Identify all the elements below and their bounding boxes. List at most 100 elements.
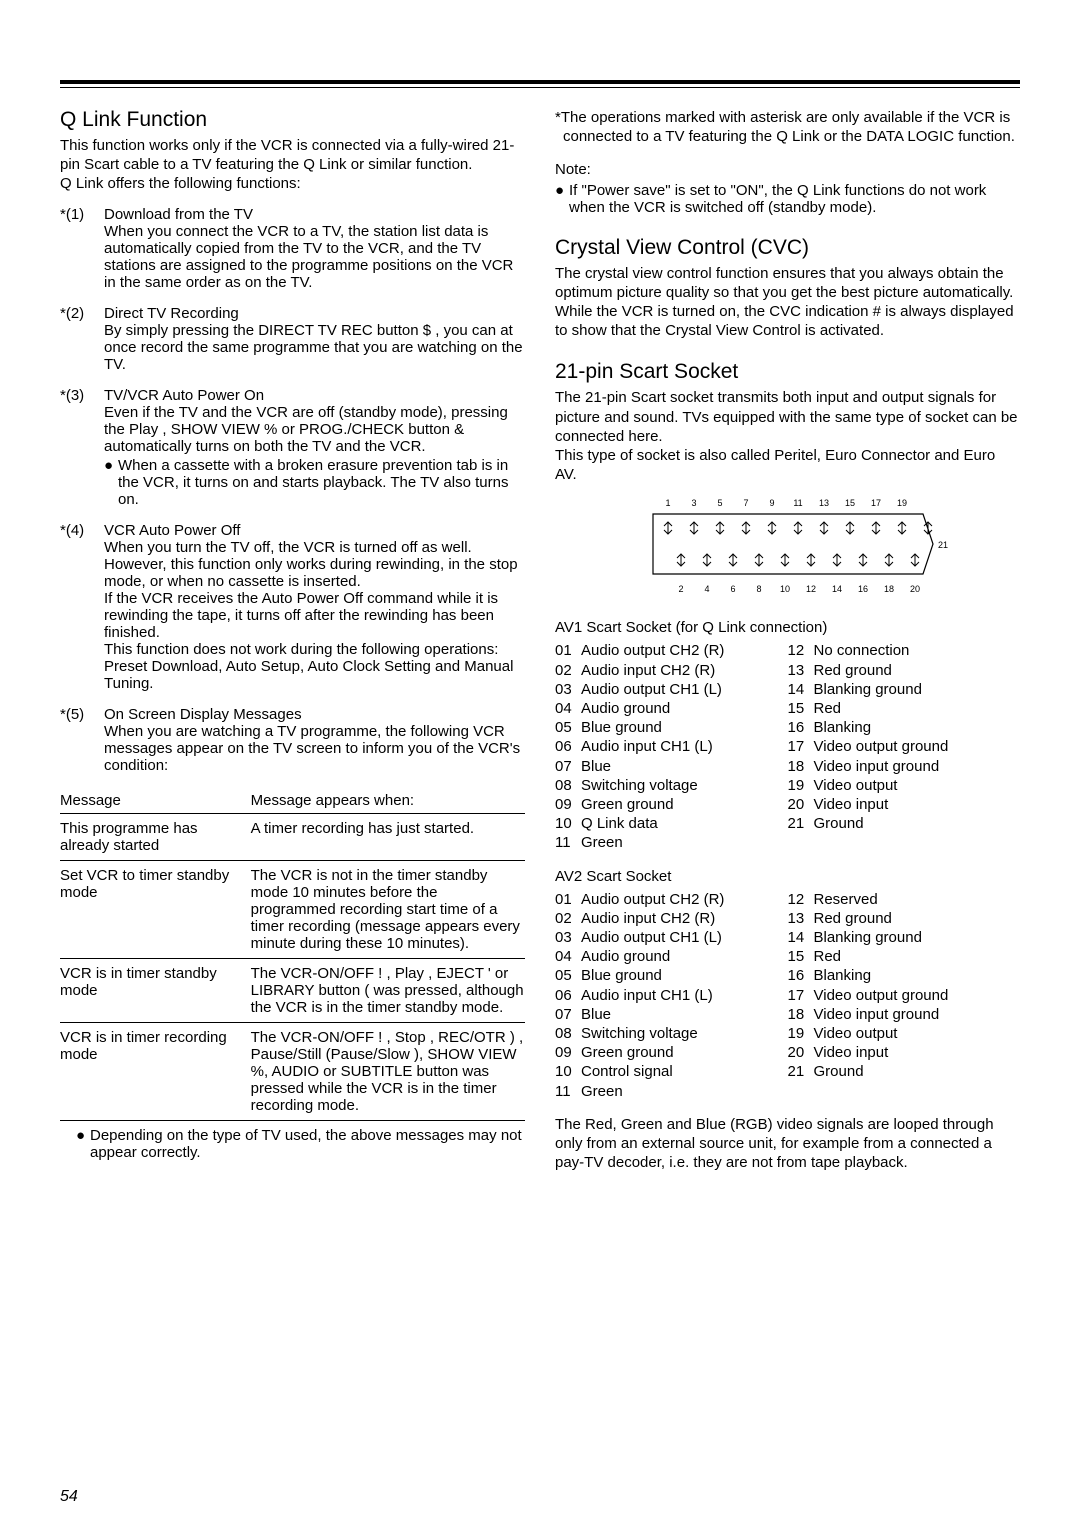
item-num: *(2) <box>60 305 104 373</box>
svg-text:8: 8 <box>756 584 761 594</box>
item-body: Direct TV Recording By simply pressing t… <box>104 305 525 373</box>
pin-row: 13Red ground <box>788 661 1021 680</box>
item-title: Direct TV Recording <box>104 305 525 322</box>
pin-row: 17Video output ground <box>788 986 1021 1005</box>
item-title: On Screen Display Messages <box>104 706 525 723</box>
note-label: Note: <box>555 160 1020 179</box>
pin-label: Audio input CH1 (L) <box>581 737 713 756</box>
pin-num: 01 <box>555 641 581 660</box>
pin-row: 03Audio output CH1 (L) <box>555 928 788 947</box>
msg-table-row: This programme has already started A tim… <box>60 814 525 861</box>
pin-label: Blanking ground <box>814 928 922 947</box>
pin-row: 15Red <box>788 699 1021 718</box>
msg-cell: VCR is in timer standby mode <box>60 965 251 1016</box>
pin-num: 06 <box>555 737 581 756</box>
pin-num: 15 <box>788 699 814 718</box>
pin-label: Reserved <box>814 890 878 909</box>
left-column: Q Link Function This function works only… <box>60 108 525 1172</box>
pin-num: 17 <box>788 737 814 756</box>
pin-num: 18 <box>788 757 814 776</box>
pin-row: 21Ground <box>788 814 1021 833</box>
pin-label: Audio output CH1 (L) <box>581 680 722 699</box>
pin-label: Video output <box>814 776 898 795</box>
scart-diagram: 135791113151719 <box>623 494 953 604</box>
numbered-item: *(1) Download from the TV When you conne… <box>60 206 525 291</box>
pin-label: Blue <box>581 1005 611 1024</box>
pin-label: Ground <box>814 1062 864 1081</box>
pin-num: 16 <box>788 718 814 737</box>
msg-table-row: VCR is in timer standby mode The VCR-ON/… <box>60 959 525 1023</box>
svg-text:6: 6 <box>730 584 735 594</box>
pin-num: 07 <box>555 757 581 776</box>
cvc-title: Crystal View Control (CVC) <box>555 236 1020 260</box>
pin-row: 07Blue <box>555 1005 788 1024</box>
av1-title: AV1 Scart Socket (for Q Link connection) <box>555 618 1020 637</box>
pin-row: 12Reserved <box>788 890 1021 909</box>
pin-label: Green <box>581 1082 623 1101</box>
pin-label: Audio input CH2 (R) <box>581 661 715 680</box>
pin-num: 09 <box>555 795 581 814</box>
svg-text:14: 14 <box>831 584 841 594</box>
msg-cell: Set VCR to timer standby mode <box>60 867 251 952</box>
msg-table-head: Message Message appears when: <box>60 788 525 814</box>
pin-row: 09Green ground <box>555 795 788 814</box>
pin-row: 03Audio output CH1 (L) <box>555 680 788 699</box>
pin-row: 05Blue ground <box>555 966 788 985</box>
pin-num: 17 <box>788 986 814 1005</box>
pin-row: 19Video output <box>788 776 1021 795</box>
pin-row: 11Green <box>555 833 788 852</box>
pin-row: 19Video output <box>788 1024 1021 1043</box>
pin-label: Audio input CH1 (L) <box>581 986 713 1005</box>
pin-num: 21 <box>788 1062 814 1081</box>
pin-num: 21 <box>788 814 814 833</box>
pin-label: Blanking ground <box>814 680 922 699</box>
item-title: VCR Auto Power Off <box>104 522 525 539</box>
pin-row: 20Video input <box>788 795 1021 814</box>
item-num: *(1) <box>60 206 104 291</box>
svg-text:12: 12 <box>805 584 815 594</box>
note-bullet: ● If "Power save" is set to "ON", the Q … <box>555 182 1020 216</box>
svg-text:4: 4 <box>704 584 709 594</box>
svg-text:15: 15 <box>844 498 854 508</box>
pin-label: Switching voltage <box>581 1024 698 1043</box>
pin-num: 03 <box>555 680 581 699</box>
pin-label: Green <box>581 833 623 852</box>
cvc-body: The crystal view control function ensure… <box>555 264 1020 341</box>
pin-num: 13 <box>788 909 814 928</box>
page-number: 54 <box>60 1488 78 1506</box>
bullet-icon: ● <box>555 182 569 216</box>
pin-row: 06Audio input CH1 (L) <box>555 986 788 1005</box>
pin-label: Audio ground <box>581 699 670 718</box>
pin-row: 02Audio input CH2 (R) <box>555 909 788 928</box>
two-column-layout: Q Link Function This function works only… <box>60 108 1020 1172</box>
pin-row: 04Audio ground <box>555 947 788 966</box>
pin-label: Blanking <box>814 718 872 737</box>
msg-head-c1: Message <box>60 792 251 809</box>
svg-text:3: 3 <box>691 498 696 508</box>
pin-row: 16Blanking <box>788 718 1021 737</box>
svg-text:1: 1 <box>665 498 670 508</box>
msg-cell: A timer recording has just started. <box>251 820 525 854</box>
pin-row: 08Switching voltage <box>555 1024 788 1043</box>
svg-text:16: 16 <box>857 584 867 594</box>
svg-text:5: 5 <box>717 498 722 508</box>
pin-label: Video output ground <box>814 737 949 756</box>
pin-label: Audio output CH1 (L) <box>581 928 722 947</box>
svg-text:10: 10 <box>779 584 789 594</box>
pin-label: Blue ground <box>581 718 662 737</box>
pin-num: 11 <box>555 833 581 852</box>
item-body: Download from the TV When you connect th… <box>104 206 525 291</box>
pin-label: Control signal <box>581 1062 673 1081</box>
pin-num: 12 <box>788 641 814 660</box>
pin-row: 06Audio input CH1 (L) <box>555 737 788 756</box>
bullet-icon: ● <box>104 457 118 508</box>
pin-num: 15 <box>788 947 814 966</box>
item-text: By simply pressing the DIRECT TV REC but… <box>104 322 523 373</box>
pin-row: 12No connection <box>788 641 1021 660</box>
asterisk-note: *The operations marked with asterisk are… <box>555 108 1020 146</box>
pin-row: 14Blanking ground <box>788 928 1021 947</box>
pin-row: 01Audio output CH2 (R) <box>555 641 788 660</box>
right-column: *The operations marked with asterisk are… <box>555 108 1020 1172</box>
svg-text:7: 7 <box>743 498 748 508</box>
pin-num: 19 <box>788 1024 814 1043</box>
